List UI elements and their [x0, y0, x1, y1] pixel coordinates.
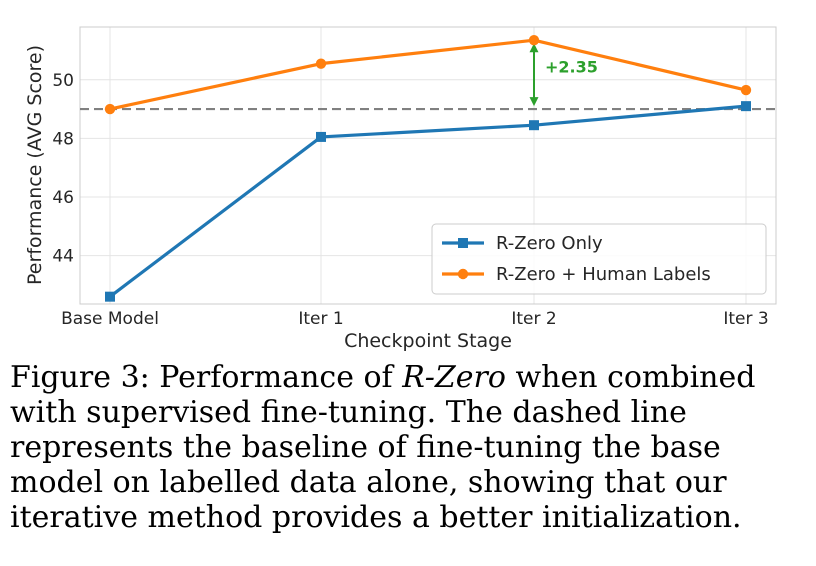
plot-frame	[79, 26, 777, 305]
y-axis-label: Performance (AVG Score)	[24, 45, 46, 285]
x-tick-label: Base Model	[61, 309, 159, 329]
grid	[80, 27, 776, 304]
y-tick-label: 50	[52, 71, 74, 91]
data-point-circle	[528, 34, 540, 46]
legend-label: R-Zero + Human Labels	[496, 264, 711, 285]
data-point-square	[741, 101, 751, 112]
x-tick-label: Iter 2	[511, 309, 556, 329]
series-line	[109, 104, 747, 298]
axes: 44 46 48 50 Base Model Iter 1 Iter 2 Iter 3 Chec…	[24, 26, 777, 352]
legend-label: R-Zero Only	[496, 233, 603, 254]
annotation-arrow-head-down	[529, 97, 539, 107]
y-tick-label: 44	[52, 247, 74, 267]
legend: R-Zero Only R-Zero + Human Labels	[431, 223, 767, 295]
series-line	[109, 38, 747, 111]
legend-swatch-square	[458, 238, 468, 248]
data-point-square	[316, 131, 326, 142]
legend-swatch-circle	[457, 268, 469, 280]
data-layer: +2.35	[80, 34, 776, 302]
data-point-square	[529, 120, 539, 131]
x-tick-label: Iter 1	[298, 309, 343, 329]
data-point-circle	[740, 84, 752, 96]
x-axis-label: Checkpoint Stage	[344, 330, 512, 352]
y-tick-label: 46	[52, 188, 74, 208]
caption-suffix: when combined with supervised fine-tunin…	[10, 360, 756, 535]
annotation-label: +2.35	[545, 58, 598, 77]
caption-emphasis: R-Zero	[402, 360, 506, 395]
legend-box	[431, 223, 767, 295]
data-point-circle	[104, 103, 116, 115]
caption-prefix: Figure 3: Performance of	[10, 360, 403, 395]
line-chart: 44 46 48 50 Base Model Iter 1 Iter 2 Iter 3 Chec…	[24, 26, 777, 352]
annotation-arrow-head-up	[529, 43, 539, 53]
figure-caption: Figure 3: Performance of R-Zero when com…	[10, 360, 810, 535]
data-point-square	[105, 291, 115, 302]
data-point-circle	[315, 58, 327, 69]
y-tick-label: 48	[52, 129, 74, 149]
x-tick-label: Iter 3	[723, 309, 768, 329]
